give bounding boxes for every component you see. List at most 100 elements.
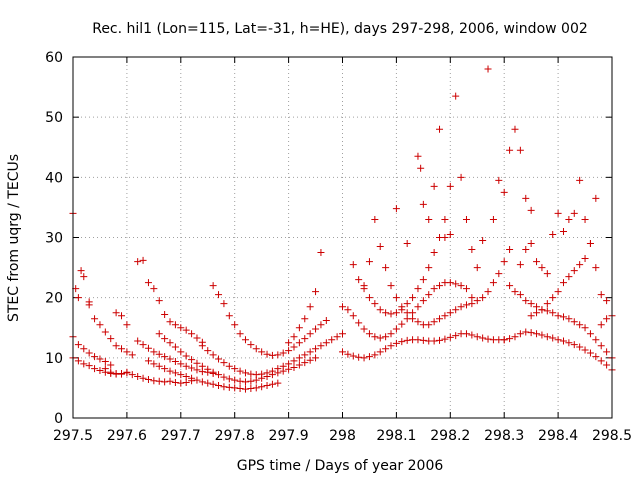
data-point [425, 321, 433, 329]
data-point [355, 319, 363, 327]
data-point [198, 342, 206, 350]
data-point [365, 294, 373, 302]
data-point [161, 311, 169, 319]
data-point [436, 125, 444, 133]
data-point [155, 377, 163, 385]
data-point [376, 306, 384, 314]
data-point [462, 285, 470, 293]
data-point [479, 294, 487, 302]
data-point [312, 288, 320, 296]
data-point [581, 255, 589, 263]
data-point [441, 234, 449, 241]
data-point [263, 350, 271, 358]
data-point [489, 215, 497, 223]
data-point [527, 300, 535, 308]
data-point [274, 365, 282, 373]
data-point [161, 378, 169, 386]
data-point [182, 326, 190, 334]
data-point [387, 342, 395, 350]
data-point [360, 354, 368, 362]
data-point [188, 374, 196, 382]
data-point [511, 333, 519, 341]
data-point [506, 146, 514, 154]
data-point [473, 333, 481, 341]
data-point [215, 355, 223, 363]
data-point [118, 312, 126, 320]
data-point [603, 348, 611, 356]
data-point [527, 312, 535, 320]
data-point [139, 341, 147, 349]
data-point [209, 282, 217, 290]
data-point [193, 376, 201, 384]
data-point [166, 318, 174, 326]
data-point [91, 365, 99, 373]
data-point [543, 300, 551, 308]
data-point [101, 365, 109, 373]
data-point [301, 315, 309, 323]
data-point [522, 328, 530, 336]
data-point [430, 182, 438, 190]
data-point [317, 249, 325, 257]
data-point [96, 321, 104, 329]
data-point [279, 349, 287, 357]
x-tick-label: 298.3 [484, 428, 524, 444]
data-point [166, 339, 174, 347]
data-point [247, 377, 255, 385]
data-point [419, 276, 427, 284]
data-point [209, 351, 217, 359]
data-point [295, 361, 303, 369]
data-point [118, 345, 126, 353]
data-point [543, 333, 551, 341]
data-point [462, 330, 470, 338]
data-point [376, 334, 384, 342]
data-point [349, 261, 357, 269]
data-point [355, 276, 363, 284]
data-point [392, 309, 400, 317]
data-point [215, 291, 223, 299]
data-point [290, 343, 298, 351]
data-point [344, 350, 352, 358]
data-point [150, 360, 158, 368]
data-point [285, 339, 293, 347]
data-point [231, 321, 239, 329]
data-point [220, 373, 228, 381]
data-point [355, 353, 363, 361]
data-point [182, 362, 190, 370]
data-point [328, 336, 336, 344]
data-point [500, 258, 508, 266]
data-point [236, 367, 244, 375]
data-point [371, 215, 379, 223]
data-point [392, 205, 400, 213]
data-point [392, 325, 400, 333]
data-point [360, 325, 368, 333]
data-point [339, 330, 346, 338]
y-tick-label: 50 [45, 110, 63, 126]
data-point [495, 270, 503, 278]
data-point [533, 330, 541, 338]
data-point [349, 312, 357, 320]
data-point [85, 301, 93, 309]
data-point [236, 377, 244, 385]
data-point [306, 330, 314, 338]
data-point [96, 355, 104, 363]
data-point [484, 65, 492, 73]
data-point [231, 365, 239, 373]
data-point [409, 294, 417, 302]
y-tick-label: 10 [45, 351, 63, 367]
data-point [220, 359, 228, 367]
data-point [225, 375, 233, 383]
data-point [436, 315, 444, 323]
data-point [603, 361, 611, 369]
data-point [387, 282, 395, 290]
data-point [576, 176, 584, 184]
data-point [479, 237, 487, 245]
data-point [533, 303, 541, 311]
data-point [193, 334, 201, 342]
data-point [576, 261, 584, 269]
data-point [74, 341, 82, 349]
data-point [419, 297, 427, 305]
data-point [123, 369, 131, 377]
data-point [527, 240, 535, 248]
data-point [382, 309, 390, 317]
data-point [452, 280, 460, 288]
